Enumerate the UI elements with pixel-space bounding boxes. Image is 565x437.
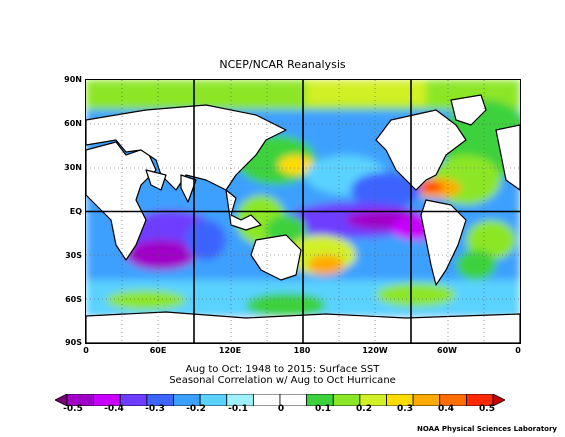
map-title: NCEP/NCAR Reanalysis [219,58,346,71]
lat-label-60s: 60S [65,295,82,304]
lat-label-60n: 60N [64,119,82,128]
colorbar [55,394,505,406]
colorbar-label-m05: -0.5 [63,404,83,414]
colorbar-label-m03: -0.3 [145,404,165,414]
colorbar-label-p03: 0.3 [397,404,413,414]
lon-label-60e: 60E [149,346,167,355]
lon-label-0-left: 0 [83,346,89,355]
colorbar-label-p05: 0.5 [479,404,495,414]
caption-line-2: Seasonal Correlation w/ Aug to Oct Hurri… [169,375,396,386]
lat-label-90n: 90N [64,75,82,84]
colorbar-cell [119,394,148,406]
colorbar-cell [412,394,441,406]
colorbar-label-m01: -0.1 [228,404,248,414]
colorbar-label-p02: 0.2 [356,404,372,414]
lon-label-0-right: 0 [515,346,521,355]
colorbar-label-m04: -0.4 [104,404,124,414]
lon-label-60w: 60W [437,346,457,355]
colorbar-arrow-right [492,394,505,406]
colorbar-cell [252,394,281,406]
colorbar-label-p04: 0.4 [438,404,454,414]
sst-correlation-map [85,79,521,344]
lat-label-30s: 30S [65,251,82,260]
colorbar-label-0: 0 [277,404,285,414]
reference-lines [86,80,520,343]
lat-label-90s: 90S [65,338,82,347]
credit-text: NOAA Physical Sciences Laboratory [416,425,557,433]
lon-label-120w: 120W [362,346,388,355]
map-canvas [86,80,520,343]
lat-label-30n: 30N [64,163,82,172]
lon-label-120e: 120E [218,346,242,355]
lon-label-180: 180 [293,346,311,355]
colorbar-label-m02: -0.2 [186,404,206,414]
lat-label-eq: EQ [69,207,82,216]
caption-line-1: Aug to Oct: 1948 to 2015: Surface SST [185,364,380,375]
colorbar-label-p01: 0.1 [315,404,331,414]
